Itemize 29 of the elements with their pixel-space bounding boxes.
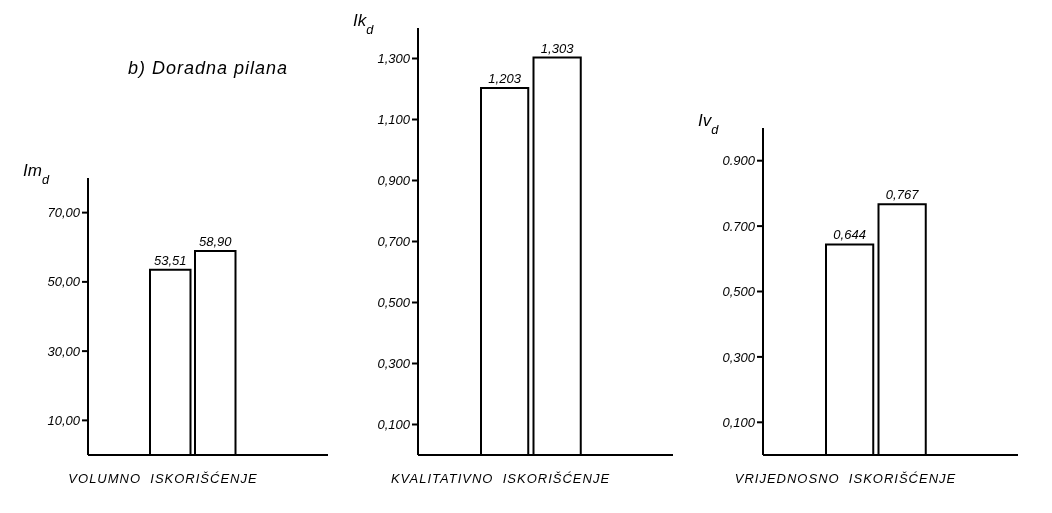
y-tick-label: 0,700 [377, 234, 411, 250]
x-axis-title: KVALITATIVNO ISKORIŠĆENJE [390, 471, 611, 486]
y-tick-label: 1,300 [377, 51, 411, 67]
y-tick-label: 30,00 [47, 343, 81, 359]
data-label: 53,51 [153, 252, 187, 268]
y-axis-title: Iv$_{d}$ [698, 111, 720, 137]
y-tick-label: 0.900 [722, 153, 756, 169]
data-label: 58,90 [198, 234, 233, 250]
y-tick-label: 0,500 [722, 284, 756, 300]
data-label: 0,644 [833, 227, 866, 243]
y-tick-label: 70,00 [47, 205, 81, 221]
y-tick-label: 0,900 [377, 173, 411, 189]
y-tick-label: 0,100 [722, 414, 756, 430]
x-axis-title: VRIJEDNOSNO ISKORIŠĆENJE [734, 471, 957, 486]
y-tick-label: 0,500 [377, 295, 411, 311]
y-tick-label: 50,00 [47, 274, 81, 290]
y-tick-label: 0,100 [377, 417, 411, 433]
data-label: 0,767 [885, 187, 920, 203]
data-label: 1,303 [540, 40, 575, 56]
y-tick-label: 10,00 [47, 412, 81, 428]
y-axis-title: Im$_{d}$ [23, 161, 50, 187]
y-tick-label: 0,300 [722, 349, 756, 365]
y-tick-label: 0.700 [722, 218, 756, 234]
y-tick-label: 1,100 [377, 112, 411, 128]
x-axis-title: VOLUMNO ISKORIŠĆENJE [68, 471, 258, 486]
data-label: 1,203 [488, 71, 522, 87]
chart-title: b) Doradna pilana [128, 58, 289, 79]
y-tick-label: 0,300 [377, 356, 411, 372]
y-axis-title: Ik$_{d}$ [353, 11, 375, 37]
